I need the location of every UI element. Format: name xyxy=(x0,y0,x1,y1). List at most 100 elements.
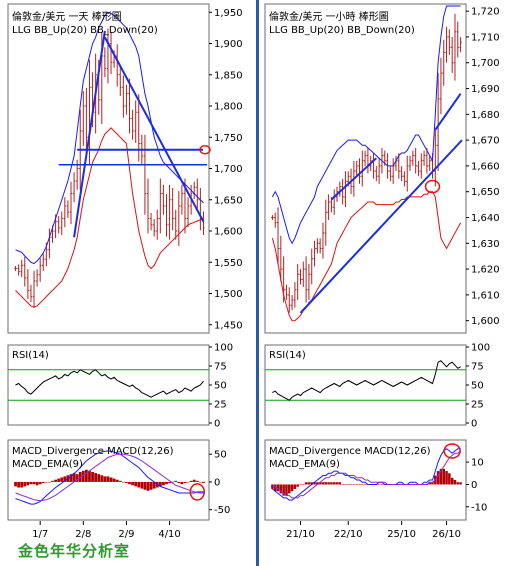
hourly-y-tick-label: 1,640 xyxy=(471,213,500,224)
daily-rsi-tick-label: 50 xyxy=(214,381,227,392)
daily-macd-hist-bar xyxy=(35,481,39,486)
daily-macd-hist-bar xyxy=(91,471,94,482)
hourly-x-tick-label: 21/10 xyxy=(286,529,315,540)
daily-macd-tick-label: -50 xyxy=(214,505,230,516)
hourly-macd-hist-bar xyxy=(290,484,294,492)
daily-macd-hist-bar xyxy=(195,480,199,482)
daily-macd-tick-label: 50 xyxy=(214,450,227,461)
footer-brand: 金色年华分析室 xyxy=(18,542,131,560)
hourly-macd-hist-bar xyxy=(327,482,330,485)
daily-macd-hist-bar xyxy=(115,479,119,482)
hourly-x-axis: 21/10 22/10 25/10 26/10 xyxy=(286,521,461,540)
daily-ascending-trendline xyxy=(73,30,106,238)
hourly-y-tick-label: 1,650 xyxy=(471,187,500,198)
hourly-macd-hist-bar xyxy=(307,482,311,485)
hourly-macd-hist-bar xyxy=(271,484,274,489)
hourly-price-panel: 1,600 1,610 1,620 1,630 1,640 1,650 1,660 1,670… xyxy=(264,3,500,334)
daily-macd-hist-bar xyxy=(29,481,33,485)
hourly-macd-hist-bar xyxy=(442,468,446,485)
hourly-breakout-line xyxy=(434,93,462,131)
daily-macd-line xyxy=(15,450,204,505)
daily-macd-frame xyxy=(7,439,210,521)
hourly-rsi-label: RSI(14) xyxy=(269,350,306,361)
panel-divider xyxy=(256,0,259,566)
daily-macd-hist-bar xyxy=(20,481,24,488)
hourly-macd-label-2: MACD_EMA(9) xyxy=(269,459,340,470)
hourly-channel-lower-line xyxy=(299,139,463,314)
daily-macd-hist-bar xyxy=(189,480,193,482)
daily-x-tick-label: 1/7 xyxy=(32,529,48,540)
hourly-y-tick-label: 1,680 xyxy=(471,110,500,121)
hourly-macd-hist-bar xyxy=(428,482,431,485)
daily-macd-hist-bar xyxy=(57,478,61,482)
daily-y-tick-label: 1,950 xyxy=(214,8,243,19)
hourly-macd-hist-bar xyxy=(361,484,364,485)
hourly-macd-hist-bar xyxy=(448,473,451,485)
daily-macd-hist-bar xyxy=(69,474,73,482)
hourly-macd-hist-bar xyxy=(450,477,454,485)
hourly-y-tick-label: 1,630 xyxy=(471,239,500,250)
hourly-macd-hist-bar xyxy=(313,482,316,485)
daily-macd-hist-bar xyxy=(152,481,156,489)
hourly-macd-hist-bar xyxy=(316,482,319,485)
daily-macd-hist-bar xyxy=(81,470,85,482)
daily-legend: LLG BB_Up(20) BB_Down(20) xyxy=(12,25,158,36)
daily-y-tick-label: 1,650 xyxy=(214,195,243,206)
hourly-macd-hist-bar xyxy=(346,484,350,485)
hourly-macd-hist-bar xyxy=(310,482,313,485)
daily-macd-hist-bar xyxy=(143,481,147,490)
daily-macd-hist-bar xyxy=(72,473,76,482)
hourly-macd-circle-marker xyxy=(443,443,461,459)
daily-y-tick-label: 1,450 xyxy=(214,320,243,331)
hourly-y-tick-label: 1,620 xyxy=(471,265,500,276)
daily-macd-hist-bar xyxy=(103,476,107,482)
hourly-y-tick-label: 1,660 xyxy=(471,161,500,172)
daily-rsi-tick-label: 25 xyxy=(214,400,227,411)
hourly-macd-hist-bar xyxy=(304,482,308,485)
daily-macd-hist-bar xyxy=(171,481,175,483)
hourly-macd-tick-label: -10 xyxy=(471,502,487,513)
daily-macd-hist-bar xyxy=(202,481,205,484)
daily-macd-hist-bar xyxy=(44,481,48,483)
daily-macd-signal-line xyxy=(15,453,204,502)
hourly-x-tick-label: 22/10 xyxy=(334,529,363,540)
hourly-macd-hist-bar xyxy=(285,484,288,496)
daily-rsi-line xyxy=(15,369,204,398)
daily-x-tick-label: 2/9 xyxy=(118,529,134,540)
daily-rsi-tick-label: 0 xyxy=(214,419,220,430)
daily-macd-label-2: MACD_EMA(9) xyxy=(12,459,83,470)
hourly-macd-hist-bar xyxy=(273,484,277,492)
hourly-macd-hist-bar xyxy=(358,484,361,485)
daily-macd-hist-bar xyxy=(121,481,125,483)
hourly-macd-hist-bar xyxy=(363,484,367,485)
daily-macd-hist-bar xyxy=(180,481,184,485)
daily-rsi-label: RSI(14) xyxy=(12,350,49,361)
hourly-macd-hist-bar xyxy=(287,484,291,494)
daily-macd-hist-bar xyxy=(88,470,91,482)
hourly-macd-hist-bar xyxy=(293,484,297,489)
hourly-macd-signal-line xyxy=(272,450,461,499)
daily-title: 倫敦金/美元 一天 棒形圖 xyxy=(12,10,122,23)
hourly-y-tick-label: 1,610 xyxy=(471,290,500,301)
hourly-macd-hist-bar xyxy=(282,484,285,496)
daily-macd-hist-bar xyxy=(168,481,171,484)
hourly-x-tick-label: 26/10 xyxy=(432,529,461,540)
daily-macd-hist-bar xyxy=(63,476,67,482)
daily-x-tick-label: 2/8 xyxy=(75,529,91,540)
daily-macd-hist-bar xyxy=(100,475,104,482)
hourly-macd-hist-bar xyxy=(344,484,347,485)
hourly-macd-line xyxy=(272,448,461,501)
hourly-macd-hist-bar xyxy=(324,482,328,485)
hourly-bb-up-line xyxy=(271,5,461,245)
hourly-macd-hist-bar xyxy=(332,482,336,485)
hourly-rsi-tick-label: 75 xyxy=(471,362,484,373)
daily-y-tick-label: 1,600 xyxy=(214,227,243,238)
daily-macd-hist-bar xyxy=(140,481,144,489)
daily-macd-hist-bar xyxy=(186,481,190,483)
daily-price-frame xyxy=(7,3,210,334)
daily-macd-hist-bar xyxy=(23,481,27,487)
daily-macd-hist-bar xyxy=(97,474,101,482)
daily-macd-hist-bar xyxy=(146,481,150,491)
hourly-macd-tick-label: 10 xyxy=(471,458,484,469)
daily-macd-hist-bar xyxy=(137,481,141,488)
